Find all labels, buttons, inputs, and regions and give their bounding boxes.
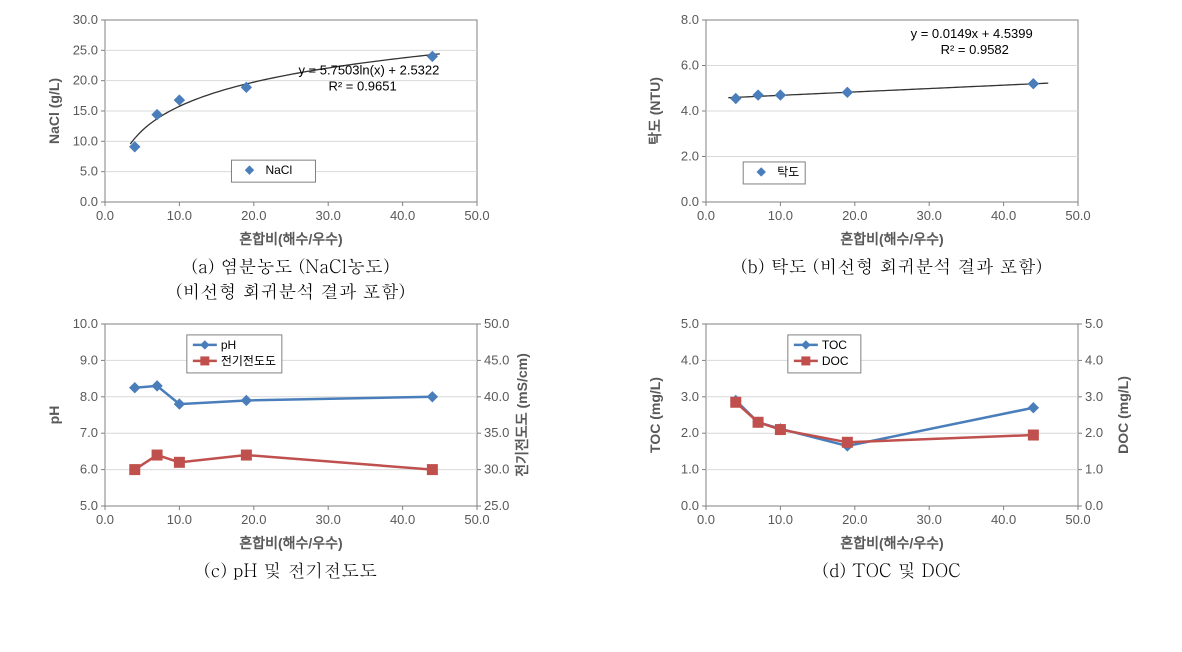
svg-text:6.0: 6.0 <box>680 58 698 73</box>
caption-d: (d) TOC 및 DOC <box>822 558 961 583</box>
cell-a: 0.0 5.0 10.0 15.0 20.0 25.0 30.0 0.0 10.0 20.0 30.… <box>10 10 571 304</box>
svg-text:40.0: 40.0 <box>389 208 414 223</box>
svg-text:40.0: 40.0 <box>990 512 1015 527</box>
caption-c: (c) pH 및 전기전도도 <box>204 558 377 583</box>
svg-text:3.0: 3.0 <box>1085 389 1103 404</box>
cell-d: 0.0 1.0 2.0 3.0 4.0 5.0 0.0 1.0 2.0 3.0 4.0 5.0 0.0 1… <box>611 314 1172 583</box>
svg-text:R² = 0.9582: R² = 0.9582 <box>940 42 1008 57</box>
svg-text:9.0: 9.0 <box>79 353 97 368</box>
svg-text:25.0: 25.0 <box>72 42 97 57</box>
svg-text:25.0: 25.0 <box>484 498 509 513</box>
svg-text:0.0: 0.0 <box>1085 498 1103 513</box>
svg-text:10.0: 10.0 <box>72 133 97 148</box>
chart-a: 0.0 5.0 10.0 15.0 20.0 25.0 30.0 0.0 10.0 20.0 30.… <box>41 10 541 250</box>
svg-text:4.0: 4.0 <box>680 353 698 368</box>
svg-text:혼합비(해수/우수): 혼합비(해수/우수) <box>840 231 943 247</box>
chart-grid: 0.05.010.015.020.025.030.00.010.020.030.… <box>10 10 1172 584</box>
svg-text:7.0: 7.0 <box>79 426 97 441</box>
svg-text:20.0: 20.0 <box>842 208 867 223</box>
svg-text:2.0: 2.0 <box>680 426 698 441</box>
svg-text:50.0: 50.0 <box>1065 208 1090 223</box>
svg-text:pH: pH <box>46 406 62 425</box>
svg-text:0.0: 0.0 <box>79 194 97 209</box>
svg-text:4.0: 4.0 <box>1085 353 1103 368</box>
svg-text:0.0: 0.0 <box>95 512 113 527</box>
svg-text:45.0: 45.0 <box>484 353 509 368</box>
svg-text:5.0: 5.0 <box>79 498 97 513</box>
svg-text:10.0: 10.0 <box>767 208 792 223</box>
svg-text:8.0: 8.0 <box>680 12 698 27</box>
cell-c: 5.0 6.0 7.0 8.0 9.0 10.0 25.0 30.0 35.0 40.0 45.0 5… <box>10 314 571 583</box>
svg-text:50.0: 50.0 <box>464 512 489 527</box>
svg-text:10.0: 10.0 <box>72 316 97 331</box>
svg-text:30.0: 30.0 <box>916 208 941 223</box>
svg-text:R² = 0.9651: R² = 0.9651 <box>328 79 396 94</box>
svg-text:TOC (mg/L): TOC (mg/L) <box>647 377 663 453</box>
svg-text:20.0: 20.0 <box>241 208 266 223</box>
svg-text:혼합비(해수/우수): 혼합비(해수/우수) <box>840 535 943 551</box>
svg-text:40.0: 40.0 <box>990 208 1015 223</box>
svg-text:2.0: 2.0 <box>1085 426 1103 441</box>
svg-text:DOC (mg/L): DOC (mg/L) <box>1115 376 1131 454</box>
caption-b: (b) 탁도 (비선형 회귀분석 결과 포함) <box>741 254 1042 279</box>
svg-text:pH: pH <box>220 338 235 352</box>
chart-c: 5.0 6.0 7.0 8.0 9.0 10.0 25.0 30.0 35.0 40.0 45.0 5… <box>41 314 541 554</box>
svg-text:15.0: 15.0 <box>72 103 97 118</box>
svg-text:0.0: 0.0 <box>696 208 714 223</box>
svg-text:10.0: 10.0 <box>767 512 792 527</box>
svg-text:4.0: 4.0 <box>680 103 698 118</box>
svg-text:6.0: 6.0 <box>79 462 97 477</box>
svg-text:30.0: 30.0 <box>315 512 340 527</box>
svg-text:혼합비(해수/우수): 혼합비(해수/우수) <box>239 231 342 247</box>
svg-text:DOC: DOC <box>821 354 848 368</box>
svg-text:y = 0.0149x + 4.5399: y = 0.0149x + 4.5399 <box>910 26 1032 41</box>
chart-b: 0.0 2.0 4.0 6.0 8.0 0.0 10.0 20.0 30.0 40.0 50.0 혼합… <box>642 10 1142 250</box>
svg-text:2.0: 2.0 <box>680 149 698 164</box>
svg-text:0.0: 0.0 <box>680 194 698 209</box>
svg-text:30.0: 30.0 <box>72 12 97 27</box>
chart-d: 0.0 1.0 2.0 3.0 4.0 5.0 0.0 1.0 2.0 3.0 4.0 5.0 0.0 1… <box>642 314 1142 554</box>
svg-text:탁도: 탁도 <box>777 165 799 179</box>
svg-text:10.0: 10.0 <box>166 208 191 223</box>
svg-text:30.0: 30.0 <box>484 462 509 477</box>
svg-text:5.0: 5.0 <box>680 316 698 331</box>
svg-text:NaCl: NaCl <box>265 163 292 177</box>
svg-text:0.0: 0.0 <box>680 498 698 513</box>
caption-a: (a) 염분농도 (NaCl농도) (비선형 회귀분석 결과 포함) <box>176 254 406 304</box>
svg-text:TOC: TOC <box>821 338 846 352</box>
svg-text:35.0: 35.0 <box>484 426 509 441</box>
svg-text:40.0: 40.0 <box>484 389 509 404</box>
svg-text:혼합비(해수/우수): 혼합비(해수/우수) <box>239 535 342 551</box>
svg-text:0.0: 0.0 <box>95 208 113 223</box>
svg-text:40.0: 40.0 <box>389 512 414 527</box>
svg-text:30.0: 30.0 <box>315 208 340 223</box>
svg-text:전기전도도 (mS/cm): 전기전도도 (mS/cm) <box>514 354 530 478</box>
svg-text:탁도 (NTU): 탁도 (NTU) <box>647 77 663 145</box>
svg-text:20.0: 20.0 <box>72 73 97 88</box>
caption-a-line1: (a) 염분농도 (NaCl농도) <box>191 254 390 279</box>
svg-text:8.0: 8.0 <box>79 389 97 404</box>
svg-text:30.0: 30.0 <box>916 512 941 527</box>
svg-text:20.0: 20.0 <box>241 512 266 527</box>
svg-text:0.0: 0.0 <box>696 512 714 527</box>
svg-text:전기전도도: 전기전도도 <box>220 354 275 368</box>
svg-text:10.0: 10.0 <box>166 512 191 527</box>
svg-text:5.0: 5.0 <box>1085 316 1103 331</box>
cell-b: 0.0 2.0 4.0 6.0 8.0 0.0 10.0 20.0 30.0 40.0 50.0 혼합… <box>611 10 1172 304</box>
svg-text:NaCl (g/L): NaCl (g/L) <box>46 78 62 144</box>
svg-text:50.0: 50.0 <box>1065 512 1090 527</box>
svg-text:50.0: 50.0 <box>484 316 509 331</box>
svg-text:50.0: 50.0 <box>464 208 489 223</box>
caption-a-line2: (비선형 회귀분석 결과 포함) <box>176 279 406 304</box>
svg-text:20.0: 20.0 <box>842 512 867 527</box>
svg-text:5.0: 5.0 <box>79 164 97 179</box>
svg-text:1.0: 1.0 <box>1085 462 1103 477</box>
svg-text:3.0: 3.0 <box>680 389 698 404</box>
svg-text:1.0: 1.0 <box>680 462 698 477</box>
svg-text:y = 5.7503ln(x) + 2.5322: y = 5.7503ln(x) + 2.5322 <box>298 63 439 78</box>
